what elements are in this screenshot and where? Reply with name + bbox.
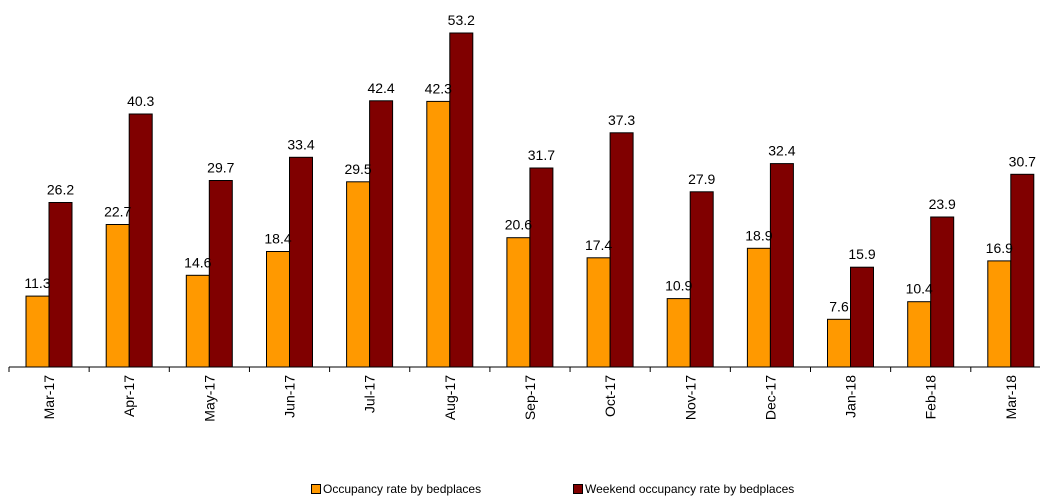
bar-weekend-occupancy-aug-17	[449, 32, 474, 368]
bar-weekend-occupancy-may-17	[208, 180, 233, 368]
data-label-weekend-occupancy-jun-17: 33.4	[287, 136, 314, 152]
data-label-occupancy-nov-17: 10.9	[665, 278, 692, 294]
bar-occupancy-oct-17	[586, 257, 611, 368]
category-label-jul-17: Jul-17	[362, 375, 378, 413]
bar-weekend-occupancy-jan-18	[850, 266, 874, 368]
bar-weekend-occupancy-sep-17	[529, 167, 554, 368]
bar-weekend-occupancy-jun-17	[289, 156, 313, 368]
data-label-occupancy-mar-18: 16.9	[986, 240, 1013, 256]
category-label-jun-17: Jun-17	[282, 375, 298, 418]
bar-occupancy-jan-18	[827, 318, 851, 368]
data-label-occupancy-feb-18: 10.4	[906, 281, 933, 297]
data-label-weekend-occupancy-dec-17: 32.4	[768, 143, 795, 159]
data-label-weekend-occupancy-sep-17: 31.7	[528, 147, 555, 163]
bar-weekend-occupancy-mar-18	[1010, 173, 1035, 368]
legend-swatch-occupancy	[311, 484, 321, 494]
data-label-weekend-occupancy-aug-17: 53.2	[448, 12, 475, 28]
value-labels-group: 11.3 26.2 22.7 40.3 14.6 29.7 18.4 33.4 29.5 42.4…	[24, 12, 1036, 314]
bar-weekend-occupancy-nov-17	[689, 191, 714, 368]
data-label-weekend-occupancy-mar-18: 30.7	[1009, 153, 1036, 169]
category-label-apr-17: Apr-17	[121, 375, 137, 417]
legend-item-weekend-occupancy: Weekend occupancy rate by bedplaces	[573, 482, 794, 496]
category-label-mar-18: Mar-18	[1003, 375, 1019, 420]
bar-occupancy-feb-18	[907, 301, 932, 368]
data-label-occupancy-apr-17: 22.7	[104, 204, 131, 220]
bar-occupancy-may-17	[185, 274, 210, 368]
data-label-occupancy-jul-17: 29.5	[344, 161, 371, 177]
category-label-oct-17: Oct-17	[602, 375, 618, 417]
category-label-dec-17: Dec-17	[762, 375, 778, 420]
data-label-weekend-occupancy-nov-17: 27.9	[688, 171, 715, 187]
bar-weekend-occupancy-feb-18	[930, 216, 955, 368]
category-label-nov-17: Nov-17	[682, 375, 698, 420]
bar-occupancy-jul-17	[346, 181, 371, 368]
bar-occupancy-aug-17	[426, 100, 451, 368]
data-label-weekend-occupancy-jan-18: 15.9	[848, 246, 875, 262]
data-label-weekend-occupancy-apr-17: 40.3	[127, 93, 154, 109]
bar-occupancy-dec-17	[746, 247, 771, 368]
bar-weekend-occupancy-oct-17	[609, 132, 634, 368]
bar-occupancy-nov-17	[666, 298, 691, 368]
legend-label-weekend-occupancy: Weekend occupancy rate by bedplaces	[585, 482, 795, 496]
bar-occupancy-apr-17	[105, 224, 130, 368]
data-label-weekend-occupancy-mar-17: 26.2	[47, 182, 74, 198]
data-label-occupancy-jun-17: 18.4	[264, 231, 291, 247]
bar-occupancy-jun-17	[266, 251, 290, 368]
data-label-weekend-occupancy-oct-17: 37.3	[608, 112, 635, 128]
data-label-weekend-occupancy-may-17: 29.7	[207, 160, 234, 176]
bars-group	[25, 32, 1035, 368]
category-label-jan-18: Jan-18	[843, 375, 859, 418]
legend-item-occupancy: Occupancy rate by bedplaces	[311, 482, 481, 496]
data-label-occupancy-jan-18: 7.6	[829, 298, 849, 314]
bar-weekend-occupancy-dec-17	[769, 163, 794, 368]
category-label-feb-18: Feb-18	[923, 375, 939, 420]
bar-occupancy-mar-17	[25, 295, 50, 368]
x-axis-ticks-group	[8, 367, 972, 372]
legend: Occupancy rate by bedplaces Weekend occu…	[0, 482, 1043, 500]
data-label-occupancy-sep-17: 20.6	[505, 217, 532, 233]
data-label-weekend-occupancy-jul-17: 42.4	[367, 80, 394, 96]
data-label-occupancy-may-17: 14.6	[184, 254, 211, 270]
bar-weekend-occupancy-jul-17	[369, 100, 394, 368]
data-label-occupancy-oct-17: 17.4	[585, 237, 612, 253]
category-label-may-17: May-17	[201, 375, 217, 422]
bar-chart: 11.3 26.2 22.7 40.3 14.6 29.7 18.4 33.4 29.5 42.4…	[8, 12, 1040, 422]
category-label-sep-17: Sep-17	[522, 375, 538, 420]
legend-swatch-weekend-occupancy	[573, 484, 583, 494]
data-label-occupancy-aug-17: 42.3	[425, 80, 452, 96]
category-label-mar-17: Mar-17	[41, 375, 57, 420]
data-label-weekend-occupancy-feb-18: 23.9	[929, 196, 956, 212]
data-label-occupancy-dec-17: 18.9	[745, 227, 772, 243]
bar-weekend-occupancy-mar-17	[48, 202, 73, 368]
legend-label-occupancy: Occupancy rate by bedplaces	[323, 482, 482, 496]
bar-occupancy-sep-17	[506, 237, 531, 368]
category-labels-group: Mar-17 Apr-17 May-17 Jun-17 Jul-17 Aug-17 Sep-…	[41, 375, 1019, 422]
category-label-aug-17: Aug-17	[442, 375, 458, 420]
bar-weekend-occupancy-apr-17	[128, 113, 153, 368]
bar-occupancy-mar-18	[987, 260, 1012, 368]
data-label-occupancy-mar-17: 11.3	[24, 275, 50, 291]
